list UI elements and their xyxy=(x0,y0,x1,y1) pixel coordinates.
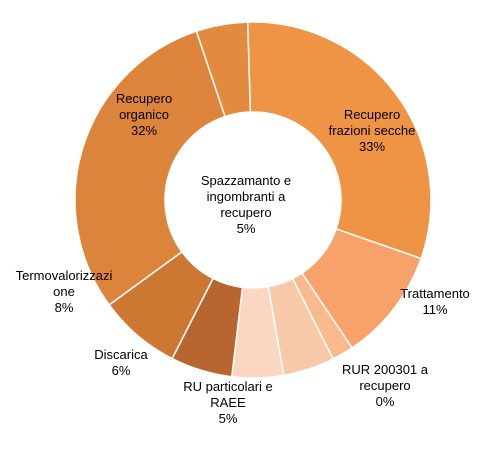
donut-slices xyxy=(74,21,432,379)
slice-label-line: Recupero xyxy=(116,91,172,106)
donut-slice-7 xyxy=(74,30,226,306)
donut-labels: Recupero frazioni secche 33%Trattamento 11%… xyxy=(16,91,470,426)
slice-label-spazzamento: Spazzamanto e ingombranti a recupero 5% xyxy=(201,173,291,236)
slice-label-line: 33% xyxy=(359,139,385,154)
slice-label-line: 11% xyxy=(422,302,447,317)
slice-label-line: organico xyxy=(119,107,169,122)
slice-label-line: Termovalorizzazi xyxy=(16,268,113,283)
slice-label-discarica: Discarica 6% xyxy=(94,347,148,378)
slice-label-line: one xyxy=(53,284,75,299)
slice-label-line: Trattamento xyxy=(400,286,470,301)
slice-label-line: ingombranti a xyxy=(207,189,287,204)
slice-label-line: recupero xyxy=(359,378,410,393)
slice-label-line: 32% xyxy=(131,123,157,138)
slice-label-line: Spazzamanto e xyxy=(201,173,291,188)
slice-label-line: recupero xyxy=(220,205,271,220)
slice-label-trattamento: Trattamento 11% xyxy=(400,286,470,317)
slice-label-ru-particolari: RU particolari e RAEE 5% xyxy=(183,379,273,426)
slice-label-line: RAEE xyxy=(210,395,246,410)
slice-label-line: 6% xyxy=(112,363,131,378)
slice-label-recupero-frazioni-secche: Recupero frazioni secche 33% xyxy=(329,107,416,154)
donut-slice-0 xyxy=(246,21,432,260)
slice-label-line: Discarica xyxy=(94,347,148,362)
slice-label-line: RU particolari e xyxy=(183,379,273,394)
slice-label-line: RUR 200301 a xyxy=(342,362,429,377)
slice-label-line: 8% xyxy=(55,300,74,315)
slice-label-line: 0% xyxy=(376,394,395,409)
slice-label-recupero-organico: Recupero organico 32% xyxy=(116,91,172,138)
slice-label-line: 5% xyxy=(237,221,256,236)
slice-label-line: Recupero xyxy=(344,107,400,122)
slice-label-line: frazioni secche xyxy=(329,123,416,138)
donut-slice-8 xyxy=(195,21,252,118)
slice-label-termovalorizzazione: Termovalorizzazi one 8% xyxy=(16,268,113,315)
slice-label-rur-200301: RUR 200301 a recupero 0% xyxy=(342,362,429,409)
slice-label-line: 5% xyxy=(219,411,238,426)
